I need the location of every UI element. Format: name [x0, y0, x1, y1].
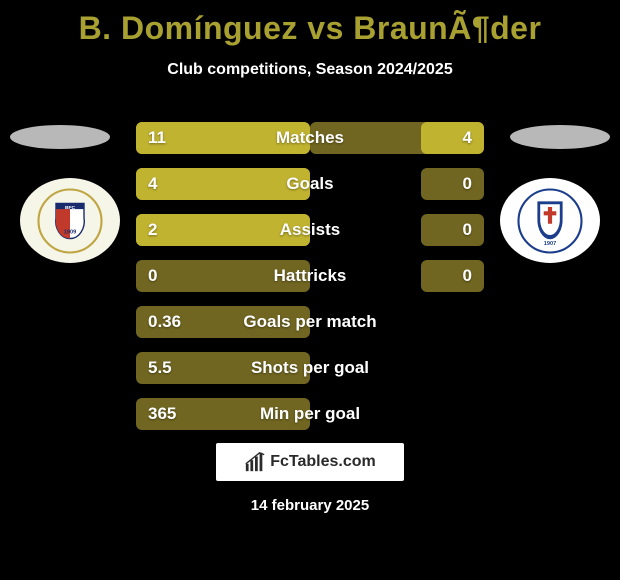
stat-row: Matches11 4 — [136, 122, 484, 154]
comparison-subtitle: Club competitions, Season 2024/2025 — [0, 61, 620, 79]
stat-value-right: 0 — [451, 214, 484, 246]
stat-value-right: 0 — [451, 168, 484, 200]
club-crest-left: BFC 1909 — [20, 178, 120, 263]
player-shadow-left — [10, 125, 110, 149]
svg-text:1907: 1907 — [544, 240, 556, 246]
stat-row: Goals per match0.36 — [136, 306, 484, 338]
stat-row: Min per goal365 — [136, 398, 484, 430]
fctables-bars-icon — [244, 451, 266, 473]
stat-label: Shots per goal — [136, 352, 484, 384]
stat-label: Assists — [136, 214, 484, 246]
stat-value-right: 0 — [451, 260, 484, 292]
como-crest-icon: 1907 — [515, 186, 585, 256]
stat-value-left: 365 — [136, 398, 188, 430]
stat-label: Goals — [136, 168, 484, 200]
comparison-date: 14 february 2025 — [0, 497, 620, 514]
club-crest-right: 1907 — [500, 178, 600, 263]
stat-value-left: 2 — [136, 214, 169, 246]
svg-text:1909: 1909 — [64, 229, 76, 235]
stat-value-left: 11 — [136, 122, 178, 154]
fctables-logo-box: FcTables.com — [216, 443, 404, 481]
stat-value-left: 4 — [136, 168, 169, 200]
stat-row: Goals4 0 — [136, 168, 484, 200]
stat-row: Assists2 0 — [136, 214, 484, 246]
stat-value-left: 0 — [136, 260, 169, 292]
stat-value-left: 0.36 — [136, 306, 193, 338]
bologna-crest-icon: BFC 1909 — [35, 186, 105, 256]
stat-label: Hattricks — [136, 260, 484, 292]
player-shadow-right — [510, 125, 610, 149]
stat-value-left: 5.5 — [136, 352, 184, 384]
fctables-brand-text: FcTables.com — [270, 453, 376, 471]
stat-row: Hattricks0 0 — [136, 260, 484, 292]
comparison-title: B. Domínguez vs BraunÃ¶der — [0, 0, 620, 47]
stat-value-right: 4 — [451, 122, 484, 154]
stat-label: Matches — [136, 122, 484, 154]
stats-container: Matches114Goals40Assists20Hattricks00Goa… — [136, 122, 484, 444]
stat-row: Shots per goal5.5 — [136, 352, 484, 384]
svg-text:BFC: BFC — [65, 205, 76, 211]
